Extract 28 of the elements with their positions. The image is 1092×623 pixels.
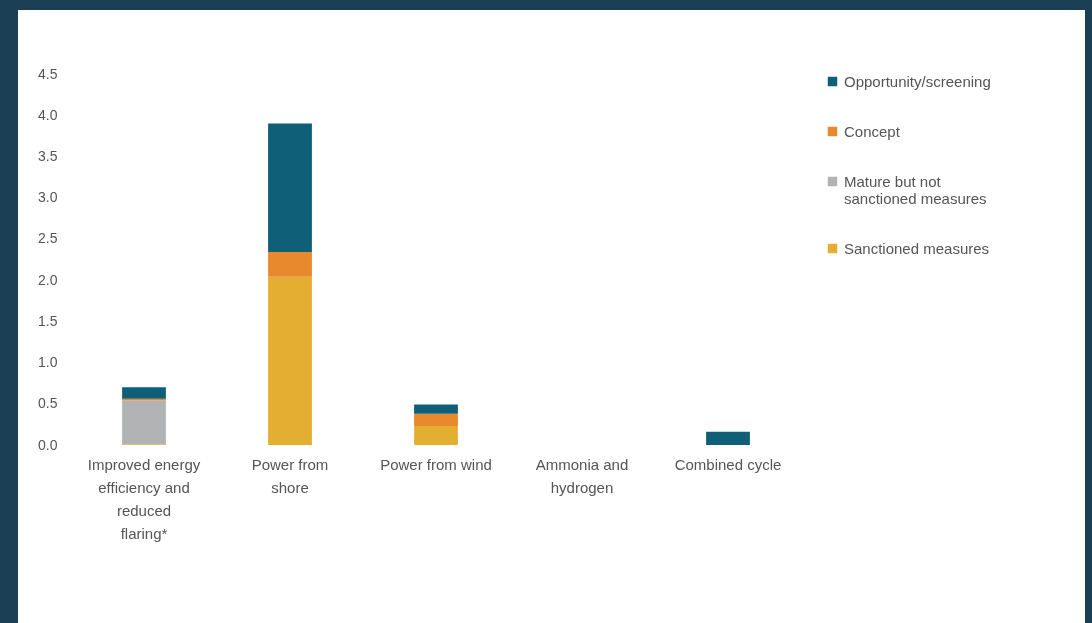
y-tick-label: 2.5 — [38, 230, 58, 247]
x-tick-label: Combined cycle — [674, 455, 782, 473]
x-tick-label: Power from shore — [251, 455, 329, 496]
y-tick-label: 3.0 — [38, 189, 58, 206]
y-tick-label: 1.0 — [38, 354, 58, 371]
y-tick-label: 4.5 — [38, 65, 58, 82]
bar — [414, 413, 458, 427]
legend-label: Sanctioned measures — [844, 239, 990, 257]
bar — [268, 123, 312, 253]
bar — [414, 404, 458, 414]
y-tick-label: 0.0 — [38, 436, 58, 453]
bar — [706, 431, 750, 445]
x-tick-label: Power from wind — [380, 455, 492, 473]
legend-label: Opportunity/screening — [844, 72, 991, 90]
bar — [122, 400, 166, 445]
y-tick-label: 2.0 — [38, 271, 58, 288]
x-tick-label: Improved energy efficiency and reduced flaring* — [87, 455, 201, 542]
y-tick-label: 1.5 — [38, 312, 58, 329]
y-tick-label: 4.0 — [38, 106, 58, 123]
legend-label: Concept — [844, 122, 901, 140]
bar — [268, 276, 312, 445]
bar — [122, 387, 166, 399]
y-tick-label: 0.5 — [38, 395, 58, 412]
y-tick-label: 3.5 — [38, 147, 58, 164]
legend-label: Mature but not sanctioned measures — [844, 172, 987, 207]
bar — [414, 426, 458, 445]
x-tick-label: Ammonia and hydrogen — [535, 455, 629, 496]
bar — [268, 252, 312, 277]
